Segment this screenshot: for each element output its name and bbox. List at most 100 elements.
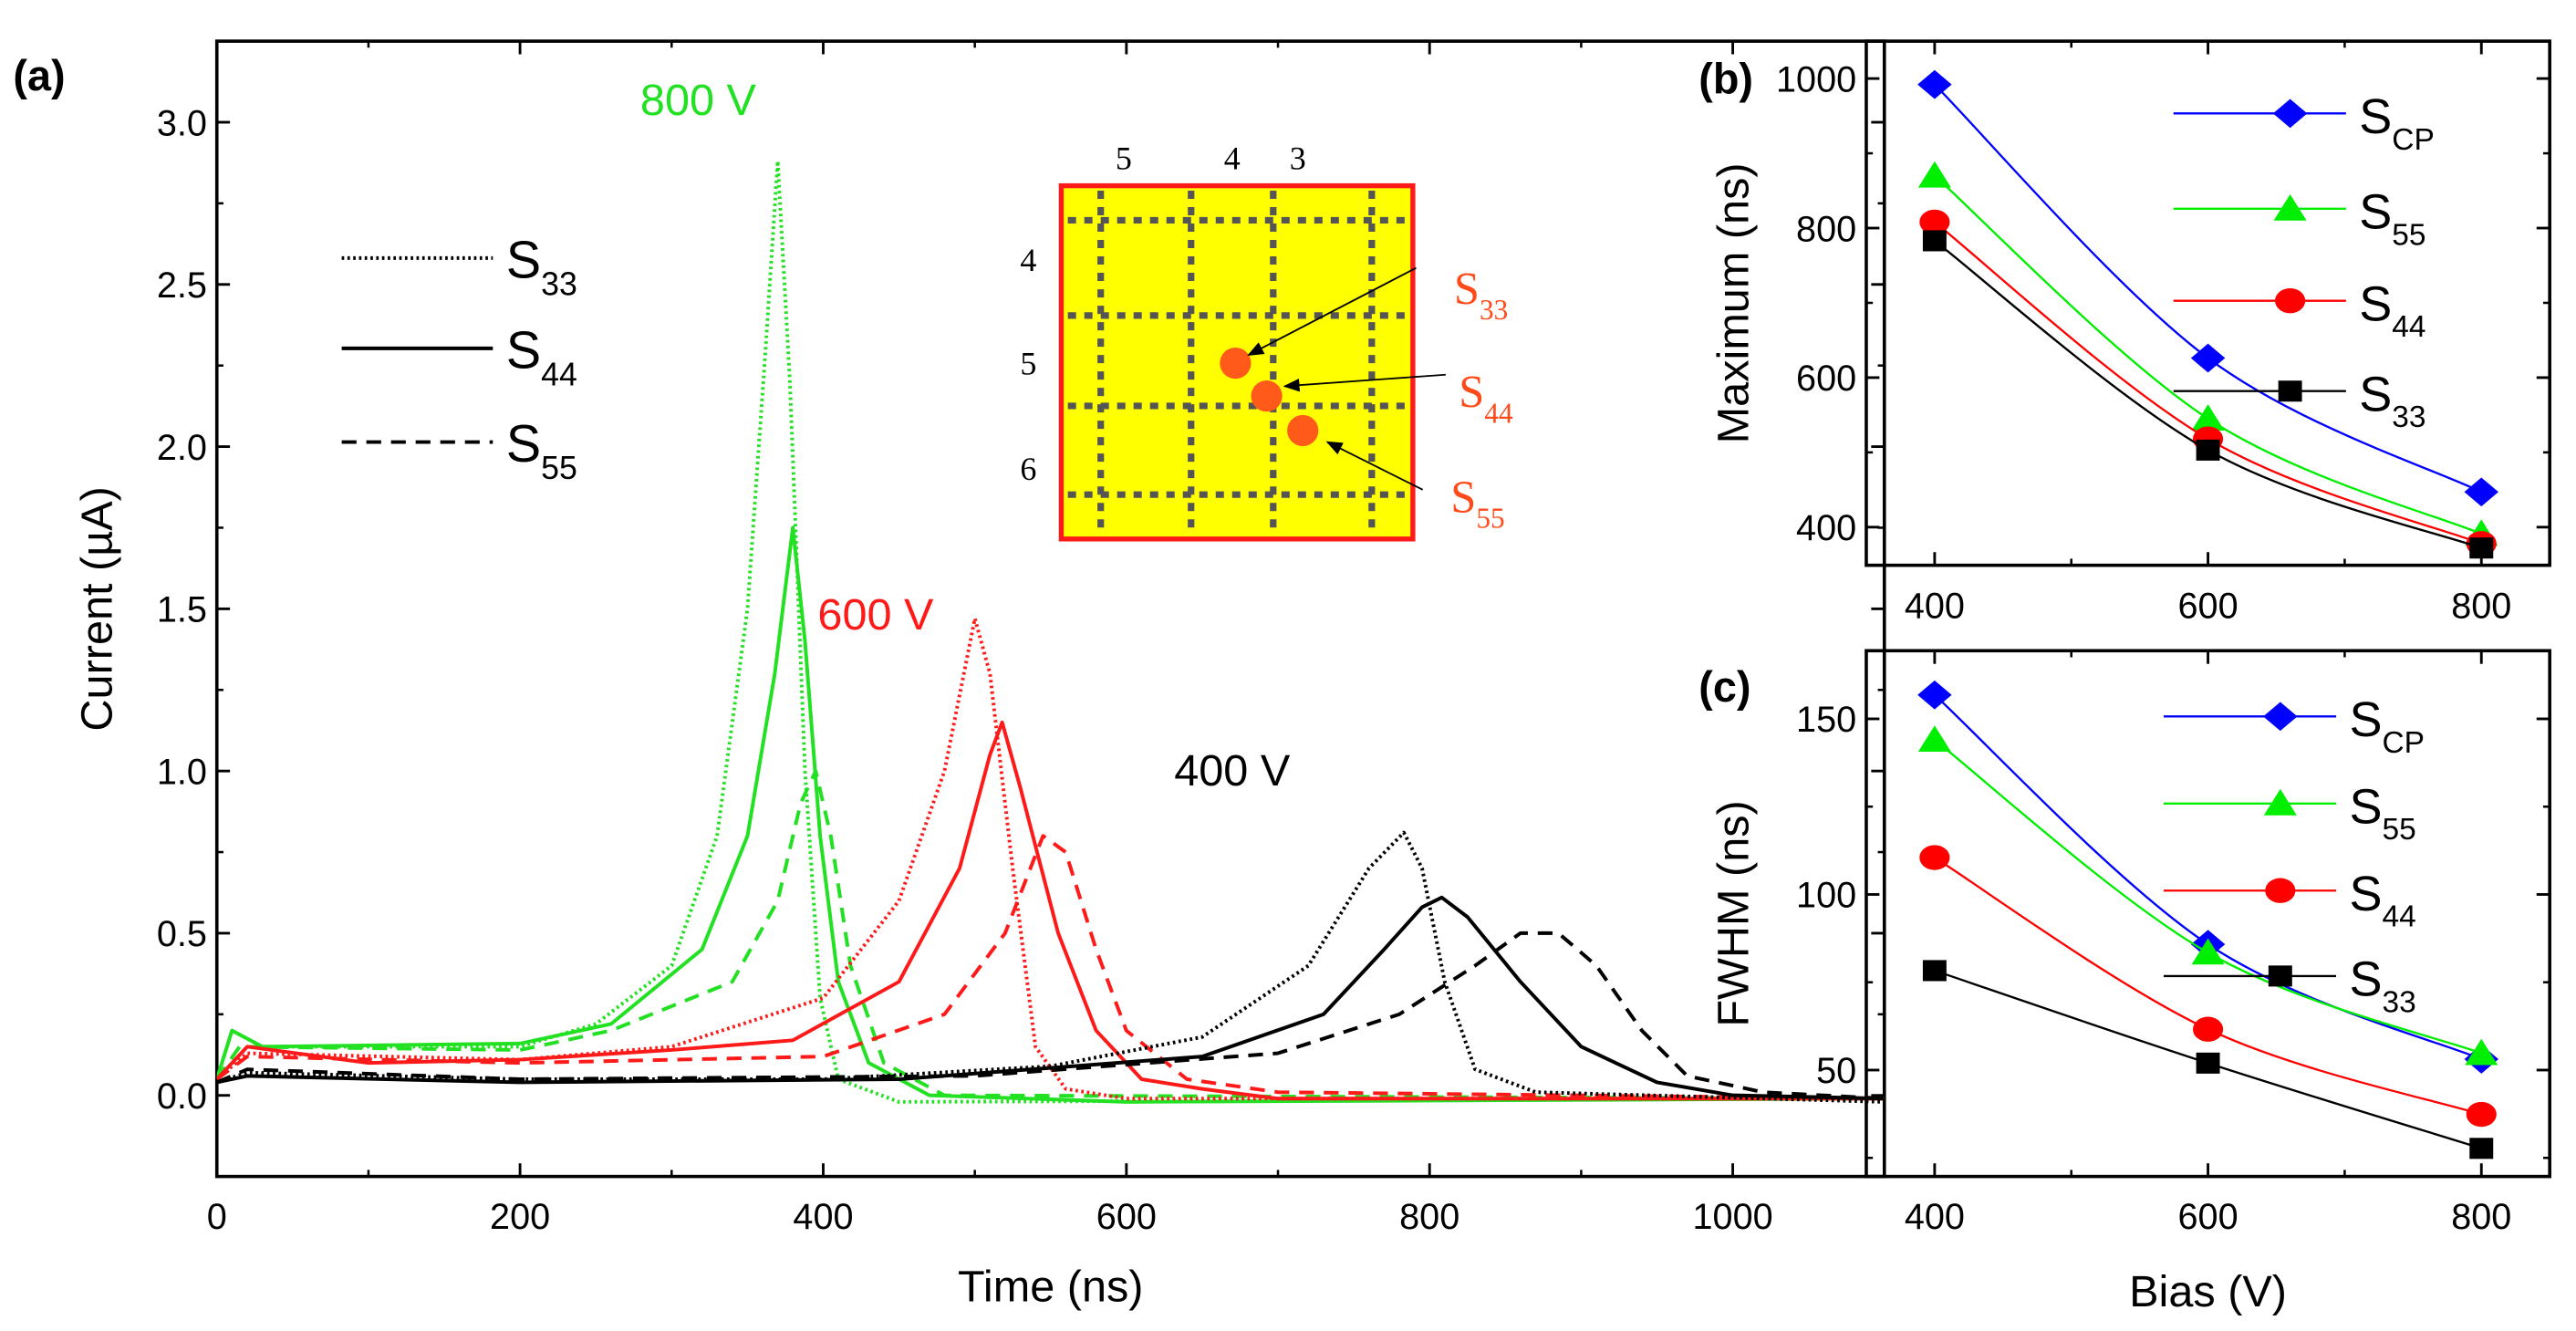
x-axis-label: Time (ns) [958,1262,1143,1311]
diamond-marker [2464,477,2498,507]
inset-arrow [1247,266,1417,356]
triangle-marker [2273,193,2307,221]
x-tick-label: 400 [1905,586,1965,626]
inset-pixel-dot [1287,414,1319,447]
legend-label: SCP [2359,89,2435,157]
circle-marker [1919,845,1950,870]
inset-point-label: S44 [1459,367,1513,430]
series-line-s44-400-v [216,895,1885,1101]
inset-arrow [1325,441,1424,491]
legend-label-main: S [506,231,541,289]
x-tick-label: 200 [490,1197,550,1237]
inset-point-label-subscript: 44 [1484,397,1513,429]
diamond-marker [2263,702,2298,732]
inset-point-label-main: S [1454,263,1480,314]
diamond-marker [1917,69,1952,99]
inset-column-label: 4 [1224,140,1241,177]
y-tick-label: 1.0 [157,752,207,792]
voltage-annotation: 800 V [640,76,757,125]
legend-label-subscript: 33 [541,265,577,302]
panel-label: (a) [13,52,65,99]
x-tick-label: 600 [2178,1197,2238,1237]
fit-line-44 [1934,221,2482,545]
square-marker [1922,230,1947,252]
y-tick-label: 1000 [1776,59,1856,99]
inset-arrow [1283,373,1446,392]
circle-marker [2193,1016,2224,1042]
y-axis-label: FWHM (ns) [1709,800,1758,1026]
inset-point-label: S33 [1454,263,1508,326]
x-axis-label: Bias (V) [2129,1267,2287,1316]
square-marker [2469,1138,2494,1159]
panel-label: (c) [1698,663,1750,711]
y-tick-label: 150 [1796,700,1856,740]
legend-label: S55 [2349,779,2415,847]
legend-label-main: S [506,415,541,473]
y-axis-label: Current (µA) [72,486,121,731]
legend-label: S55 [2359,184,2425,252]
legend-label-subscript: CP [2392,123,2435,157]
legend-label-subscript: 44 [2382,900,2415,934]
y-axis-label: Maximum (ns) [1709,162,1758,443]
inset-point-label-main: S [1459,367,1484,418]
legend-label-main: S [2349,779,2382,834]
diamond-marker [2272,99,2308,129]
series-line-s55-800-v [216,769,1885,1101]
legend-label-main: S [2359,89,2392,144]
y-tick-label: 400 [1796,508,1856,548]
triangle-marker [1917,161,1951,188]
x-tick-label: 400 [1905,1197,1965,1237]
legend-label-main: S [2349,952,2382,1007]
legend-label-main: S [2359,276,2392,331]
voltage-annotation: 600 V [817,590,934,640]
legend-label: S33 [2349,952,2415,1020]
circle-marker [1919,209,1950,235]
plot-frame [1864,649,2551,1179]
x-tick-label: 1000 [1693,1197,1773,1237]
legend-label-subscript: 55 [2382,813,2415,847]
series-line-s55-600-v [216,834,1885,1101]
triangle-marker [1917,725,1951,753]
legend-label-subscript: 55 [2392,218,2425,252]
circle-marker [2275,287,2306,314]
x-tick-label: 400 [793,1197,853,1237]
square-marker [2196,1052,2220,1074]
inset-point-label-main: S [1450,472,1476,523]
legend-label-main: S [2359,184,2392,239]
legend-label: S44 [2359,276,2425,344]
inset-row-label: 6 [1020,451,1036,487]
square-marker [1922,960,1947,982]
x-tick-label: 800 [1399,1197,1459,1237]
legend-label-subscript: 55 [541,450,577,486]
voltage-annotation: 400 V [1174,746,1291,795]
square-marker [2196,439,2220,461]
legend-label-subscript: 33 [2382,985,2415,1019]
legend-label-main: S [2359,367,2392,421]
series-line-s33-800-v [216,159,1885,1104]
square-marker [2469,537,2494,559]
legend-label: S44 [506,322,577,393]
triangle-marker [2191,404,2225,431]
triangle-marker [2465,1038,2498,1066]
y-tick-label: 100 [1796,876,1856,916]
legend-label-subscript: 44 [2392,310,2425,344]
series-line-s44-600-v [216,720,1885,1101]
plot-frame [214,39,1886,1179]
inset-column-label: 3 [1290,140,1306,177]
series-line-s55-400-v [216,931,1885,1101]
y-tick-label: 0.5 [157,914,207,954]
fit-line-33 [1934,240,2482,549]
x-tick-label: 800 [2451,586,2511,626]
y-tick-label: 2.5 [157,265,207,306]
y-tick-label: 1.5 [157,590,207,630]
legend-label: S33 [2359,367,2425,434]
inset-row-label: 5 [1020,346,1036,382]
legend-label-subscript: 33 [2392,400,2425,434]
inset-pixel-dot [1220,348,1252,380]
y-tick-label: 0.0 [157,1076,207,1117]
legend-label-main: S [2349,867,2382,921]
inset-pixel-dot [1251,380,1283,412]
